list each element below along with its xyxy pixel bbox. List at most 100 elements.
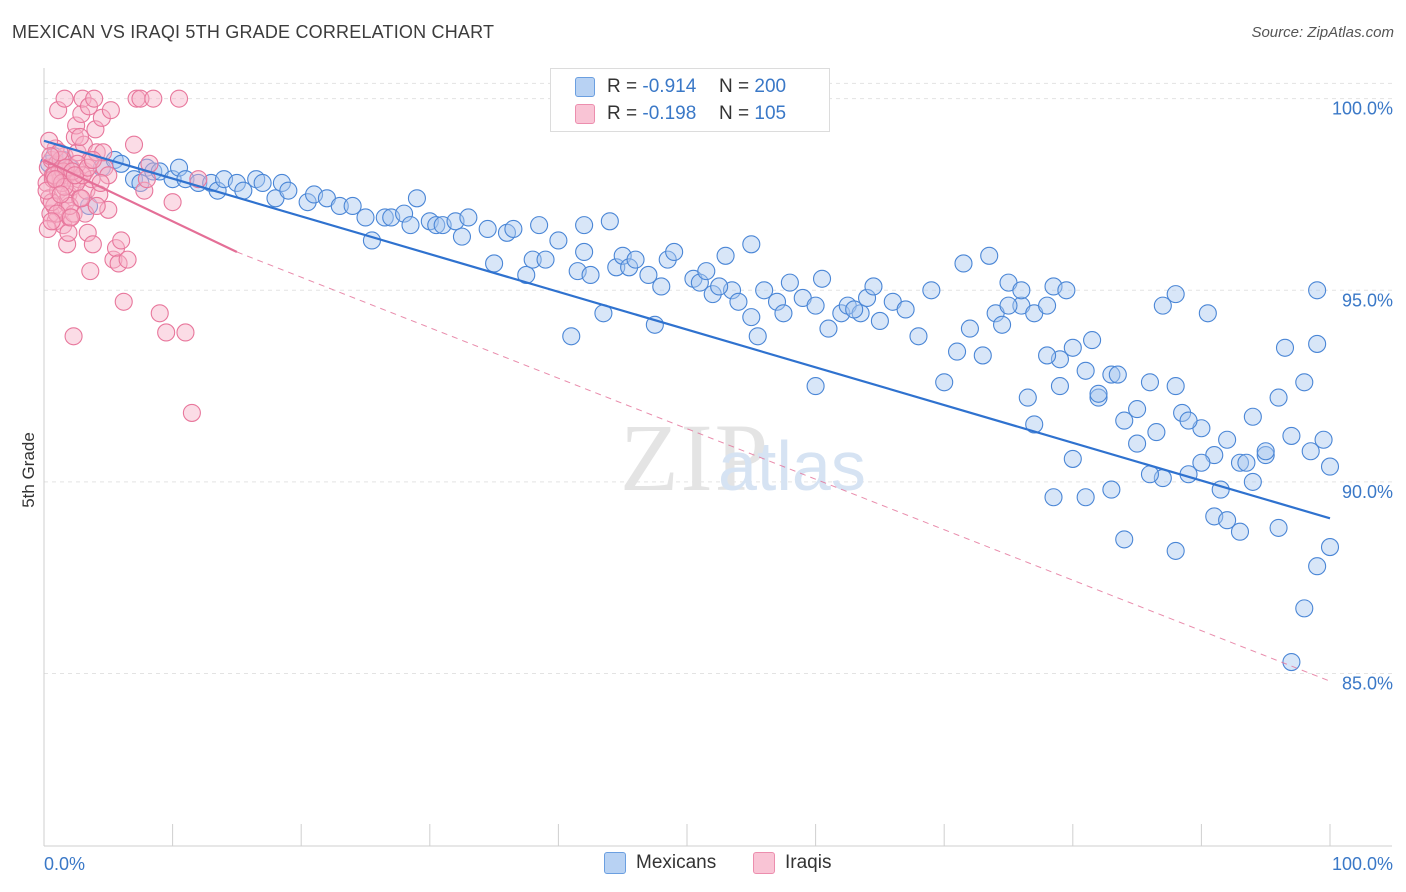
mexicans-point (1314, 430, 1333, 449)
mexicans-point (1295, 599, 1314, 618)
mexicans-point (1179, 411, 1198, 430)
iraqis-point (51, 185, 70, 204)
mexicans-point (1089, 388, 1108, 407)
mexicans-point (1018, 388, 1037, 407)
mexicans-point (1063, 449, 1082, 468)
mexicans-point (1057, 281, 1076, 300)
iraqis-point (189, 170, 208, 189)
mexicans-point (504, 219, 523, 239)
mexicans-point (530, 216, 549, 235)
mexicans-point (169, 158, 189, 177)
mexicans-point (697, 262, 716, 281)
chart-title: MEXICAN VS IRAQI 5TH GRADE CORRELATION C… (12, 22, 495, 42)
mexicans-point (806, 296, 825, 315)
mexicans-point (1320, 457, 1340, 476)
mexicans-point (1025, 415, 1044, 434)
tick-labels: 100.0% 95.0% 90.0% 85.0% 0.0% 100.0% (44, 99, 1393, 874)
mexicans-point (1115, 530, 1134, 549)
mexicans-point (639, 265, 658, 285)
trendline-iraqis-extended (236, 251, 1331, 682)
mexicans-point (954, 254, 973, 273)
mexicans-point (1128, 434, 1147, 453)
mexicans-point (298, 193, 317, 212)
mexicans-point (812, 269, 832, 288)
mexicans-point (1198, 304, 1217, 323)
mexicans-point (227, 173, 246, 193)
mexicans-point (620, 258, 639, 277)
iraqis-point (85, 89, 104, 108)
mexicans-point (523, 250, 542, 269)
mexicans-point (1038, 296, 1057, 315)
mexicans-point (909, 327, 928, 346)
mexicans-point (1153, 296, 1172, 315)
mexicans-point (755, 281, 774, 300)
bottom-legend-swatch-mexicans (604, 852, 626, 874)
mexicans-point (1269, 518, 1288, 537)
y-axis-label: 5th Grade (19, 432, 38, 508)
mexicans-point (253, 173, 272, 193)
legend-n-iraqis: N = 105 (719, 103, 787, 124)
mexicans-point (272, 173, 291, 193)
iraqis-point (72, 104, 91, 124)
mexicans-point (478, 219, 497, 239)
iraqis-point (50, 143, 69, 162)
mexicans-point (1301, 442, 1320, 461)
iraqis-point (70, 127, 90, 147)
iraqis-point (131, 89, 150, 108)
bottom-legend-swatch-iraqis (753, 852, 775, 874)
iraqis-point (55, 89, 74, 108)
iraqis-point (86, 120, 105, 139)
mexicans-point (1243, 407, 1262, 426)
mexicans-point (729, 292, 748, 311)
mexicans-point (1173, 403, 1192, 422)
mexicans-point (1076, 361, 1095, 380)
mexicans-point (1256, 442, 1275, 461)
mexicans-point (742, 235, 761, 254)
mexicans-point (1044, 488, 1063, 507)
mexicans-point (774, 304, 793, 323)
mexicans-point (1050, 377, 1069, 396)
mexicans-point (562, 327, 581, 346)
iraqis-point (112, 231, 131, 250)
iraqis-point (78, 223, 97, 242)
trendlines (43, 139, 1331, 682)
mexicans-point (1147, 423, 1166, 442)
iraqis-point (42, 212, 61, 231)
mexicans-point (1108, 365, 1127, 384)
mexicans-point (845, 300, 864, 319)
iraqis-point (176, 323, 195, 342)
watermark-zip: ZIP (620, 404, 770, 511)
mexicans-point (356, 208, 375, 227)
mexicans-point (780, 273, 799, 292)
iraqis-point (163, 193, 182, 212)
mexicans-point (1243, 472, 1262, 491)
mexicans-point (1237, 453, 1256, 472)
mexicans-point (536, 250, 555, 269)
x-tick-label: 100.0% (1332, 854, 1393, 874)
chart-source: Source: ZipAtlas.com (1251, 24, 1394, 41)
mexicans-point (1308, 281, 1327, 300)
iraqis-point (46, 170, 65, 189)
mexicans-point (485, 254, 504, 273)
mexicans-point (626, 250, 645, 269)
trendline-iraqis (43, 158, 238, 253)
iraqis-point (40, 131, 59, 150)
mexicans-point (1230, 522, 1250, 541)
mexicans-point (948, 342, 967, 361)
legend-r-mexicans: R = -0.914 (607, 76, 697, 97)
mexicans-point (716, 246, 735, 265)
mexicans-point (1128, 400, 1147, 419)
iraqis-point (81, 262, 100, 281)
mexicans-point (1038, 346, 1057, 365)
legend-swatch-iraqis (575, 104, 595, 124)
mexicans-point (1089, 384, 1108, 403)
mexicans-point (1140, 373, 1160, 392)
mexicans-point (343, 196, 362, 216)
mexicans-point (652, 277, 671, 296)
mexicans-point (1192, 453, 1211, 472)
iraqis-point (101, 101, 120, 120)
series-mexicans (40, 147, 1340, 672)
iraqis-point (118, 250, 137, 269)
mexicans-point (1256, 446, 1275, 465)
mexicans-point (993, 315, 1012, 334)
